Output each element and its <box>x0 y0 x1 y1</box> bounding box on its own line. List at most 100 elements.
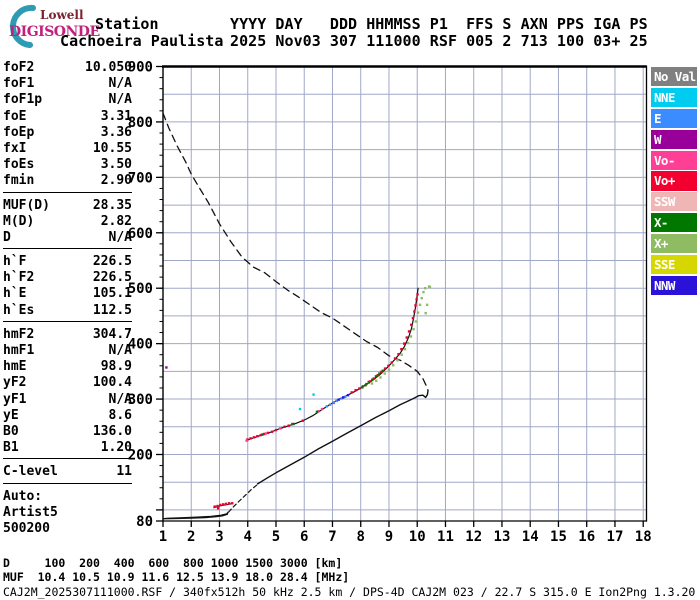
parameter-label: C-level <box>3 464 58 480</box>
parameter-row: C-level 11 <box>3 464 132 480</box>
svg-text:2: 2 <box>187 529 195 545</box>
o-echo-mid <box>376 374 379 377</box>
parameter-row: MUF(D) 28.35 <box>3 198 132 214</box>
station-name: Cachoeira Paulista <box>60 32 224 50</box>
o-echo-mid <box>350 391 353 394</box>
x-minus-echoes <box>381 369 384 372</box>
parameter-row <box>3 320 132 327</box>
parameter-value: N/A <box>108 343 132 358</box>
parameter-row: h`Es 112.5 <box>3 303 132 319</box>
parameter-label: yE <box>3 407 19 423</box>
parameter-label: fmin <box>3 173 35 189</box>
parameter-row: hmF1 N/A <box>3 343 132 359</box>
legend-item: X- <box>651 213 697 233</box>
parameter-value: N/A <box>108 76 132 92</box>
svg-text:800: 800 <box>128 115 153 131</box>
legend-item: X+ <box>651 234 697 254</box>
svg-text:10: 10 <box>409 529 426 545</box>
svg-text:14: 14 <box>522 529 539 545</box>
parameter-value: N/A <box>108 229 132 245</box>
x-plus-echoes <box>396 359 399 362</box>
o-echo-start <box>262 432 266 436</box>
parameter-label: B1 <box>3 440 19 456</box>
legend-item: W <box>651 129 697 149</box>
parameter-label: 500200 <box>3 520 50 536</box>
parameter-row: foEs 3.50 <box>3 157 132 173</box>
x-plus-echoes <box>370 382 374 385</box>
svg-text:7: 7 <box>328 529 336 545</box>
o-echo-mid <box>372 377 375 380</box>
parameter-label: h`F2 <box>3 270 35 286</box>
parameter-label: M(D) <box>3 213 35 229</box>
svg-text:700: 700 <box>128 170 153 186</box>
e-echoes <box>325 405 329 408</box>
parameter-value: 226.5 <box>92 270 132 286</box>
parameter-value: 226.5 <box>92 254 132 270</box>
parameter-label: yF2 <box>3 375 27 391</box>
parameter-label: hmE <box>3 359 27 375</box>
parameter-label: foE <box>3 108 27 124</box>
x-minus-echoes <box>315 410 319 414</box>
scaled-parameters-panel: foF2 10.050 foF1 N/A foF1p N/A foE 3.31 … <box>3 60 132 537</box>
svg-text:8: 8 <box>357 529 365 545</box>
header-column-values: 2025 Nov03 307 111000 RSF 005 2 713 100 … <box>230 32 648 50</box>
x-minus-echoes <box>261 433 264 436</box>
svg-text:9: 9 <box>385 529 393 545</box>
x-plus-echoes <box>409 335 413 338</box>
legend-item: Vo- <box>651 150 697 170</box>
true-height-profile-E <box>163 511 229 520</box>
o-echo-start <box>249 437 252 440</box>
parameter-value: 10.050 <box>85 60 132 75</box>
parameter-row <box>3 458 132 464</box>
true-height-profile-valley <box>227 483 259 513</box>
o-echo-start <box>256 434 259 438</box>
parameter-value: 136.0 <box>92 423 132 439</box>
o-echo-es <box>224 502 228 506</box>
parameter-row <box>3 248 132 254</box>
o-echo-start <box>274 428 278 432</box>
legend-item: E <box>651 108 697 128</box>
svg-text:13: 13 <box>494 529 511 545</box>
parameter-row: 500200 <box>3 521 132 537</box>
o-echo-es <box>219 503 222 507</box>
x-plus-echoes <box>420 296 423 300</box>
x-plus-echoes <box>423 287 427 290</box>
o-echo-mid <box>387 364 390 368</box>
legend-item-label: SSW <box>654 194 675 210</box>
parameter-row: hmE 98.9 <box>3 359 132 375</box>
svg-text:3: 3 <box>215 529 223 545</box>
svg-text:200: 200 <box>128 447 153 463</box>
svg-text:17: 17 <box>607 529 624 545</box>
svg-text:300: 300 <box>128 392 153 408</box>
o-echo-start <box>259 433 262 437</box>
logo-arc-icon <box>9 4 36 48</box>
parameter-value: 304.7 <box>92 326 132 342</box>
e-echoes <box>340 397 343 400</box>
parameter-row: fxI 10.55 <box>3 141 132 157</box>
svg-text:11: 11 <box>437 529 454 545</box>
x-plus-echoes <box>400 353 403 356</box>
chart-ticks <box>156 65 644 527</box>
parameter-row: foEp 3.36 <box>3 125 132 141</box>
parameter-label: hmF1 <box>3 343 35 358</box>
parameter-row: foF1 N/A <box>3 76 132 92</box>
x-plus-echoes <box>425 303 429 307</box>
chart-tick-labels: 1 2 3 4 5 6 7 8 9 10 11 12 13 14 15 16 17 188020030040050… <box>128 59 652 545</box>
legend-item: SSW <box>651 192 697 212</box>
legend-item: No Val <box>651 67 697 87</box>
parameter-label: MUF(D) <box>3 197 50 213</box>
svg-text:400: 400 <box>128 337 153 353</box>
o-echo-start <box>301 419 305 422</box>
legend-item-label: E <box>654 110 662 126</box>
parameter-label: yF1 <box>3 391 27 407</box>
parameter-row: foF1p N/A <box>3 92 132 108</box>
parameter-row: yF2 100.4 <box>3 375 132 391</box>
svg-text:80: 80 <box>136 514 153 530</box>
svg-text:1: 1 <box>159 529 167 545</box>
legend-item-label: SSE <box>654 256 675 272</box>
x-plus-echoes <box>422 290 425 294</box>
o-echo-mid <box>393 357 397 360</box>
parameter-label: foEs <box>3 157 35 173</box>
o-echo-es <box>227 502 231 505</box>
nnw-echoes <box>342 396 345 399</box>
